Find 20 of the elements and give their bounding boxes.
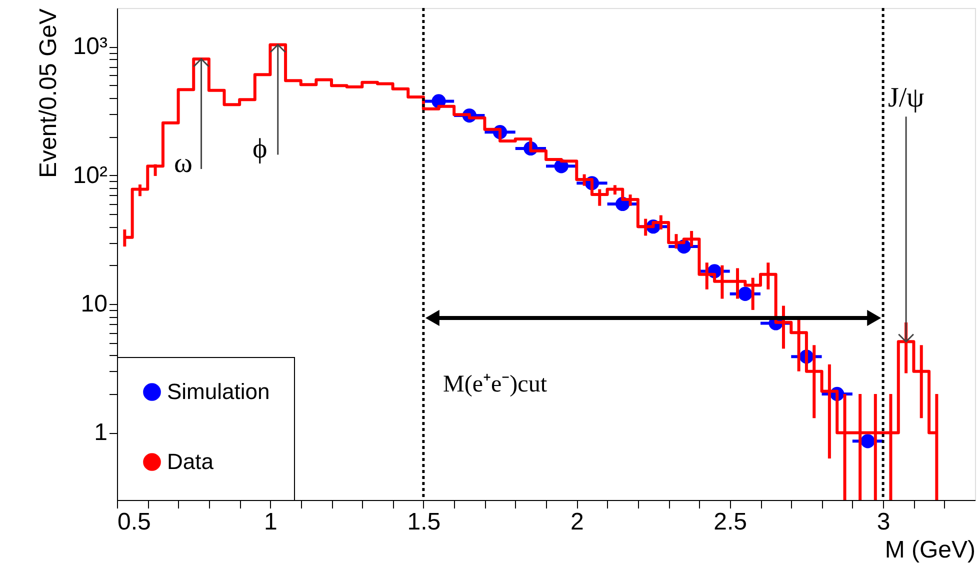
y-tick-label: 10²: [72, 162, 108, 189]
annotation: ω: [174, 148, 192, 179]
y-tick-label: 10: [80, 290, 108, 318]
annotation: M(e⁺e⁻)cut: [443, 371, 548, 398]
point: [738, 286, 752, 301]
x-tick-label: 0.5: [118, 508, 151, 536]
x-tick-label: 3: [876, 508, 890, 536]
annotation: J/ψ: [888, 82, 925, 114]
annotation: ϕ: [252, 134, 268, 165]
point: [860, 434, 875, 448]
x-tick-label: 1.5: [407, 508, 441, 536]
y-tick-label: 10³: [72, 33, 108, 60]
x-tick-label: 2.5: [714, 508, 748, 536]
x-tick-label: 1: [264, 508, 278, 536]
legend-label: Simulation: [167, 379, 270, 404]
x-axis-title: M (GeV): [884, 536, 976, 564]
x-tick-label: 2: [570, 508, 584, 536]
legend-label: Data: [167, 449, 214, 474]
y-axis-title: Event/0.05 GeV: [34, 8, 62, 178]
y-tick-label: 1: [94, 419, 108, 446]
